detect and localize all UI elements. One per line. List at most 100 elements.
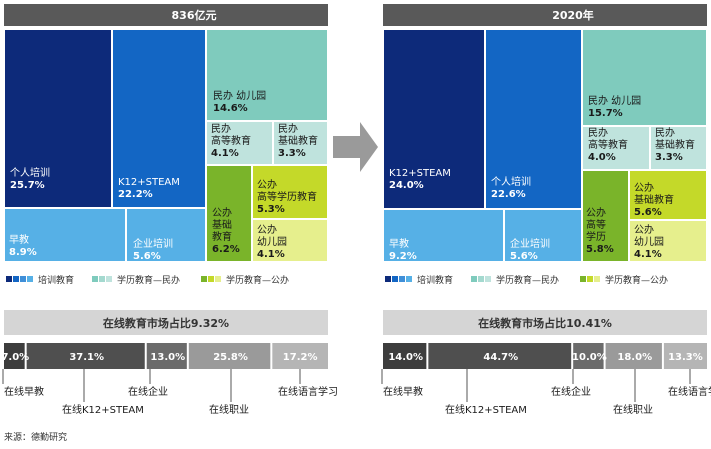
legend-label: 学历教育—民办 [117,274,180,286]
treemap-cell-value: 5.6% [634,207,662,218]
legend-swatch [6,276,12,282]
legend-swatch [27,276,33,282]
online-segment-bar [4,343,25,369]
panel-title: 2020年 [552,8,594,22]
treemap-cell-value: 24.0% [389,180,424,191]
online-segment-value: 7.0% [1,352,29,363]
treemap-cell-label: 公办幼儿园 [634,223,664,248]
online-segment-label: 在线K12+STEAM [445,403,527,416]
treemap-cell-label: 民办基础教育 [655,126,695,151]
treemap-cell [505,210,581,261]
treemap-cell-value: 6.2% [212,244,240,255]
legend-swatch [392,276,398,282]
treemap-cell-value: 5.6% [510,251,538,262]
legend-swatch [594,276,600,282]
treemap-cell-label: 公办高等学历教育 [257,178,317,203]
treemap-cell-value: 22.2% [118,189,153,200]
treemap-cell-label: 民办 幼儿园 [213,89,266,102]
treemap-cell-value: 4.0% [588,152,616,163]
online-segment-label: 在线K12+STEAM [62,403,144,416]
treemap-cell-label: 民办高等教育 [211,122,251,147]
treemap-cell-label: 公办高等学历 [586,206,606,243]
treemap-cell-value: 22.6% [491,189,526,200]
treemap-cell-value: 15.7% [588,108,623,119]
legend-swatch [485,276,491,282]
treemap-cell-value: 4.1% [257,249,285,260]
legend-swatch [215,276,221,282]
online-segment-value: 37.1% [69,352,104,363]
treemap-cell-label: 民办基础教育 [278,122,318,147]
panel-header-bar [4,4,328,26]
online-segment-value: 25.8% [213,352,248,363]
treemap-cell-value: 25.7% [10,180,45,191]
online-segment-value: 17.2% [283,352,318,363]
transition-arrow [333,122,378,172]
legend-swatch [106,276,112,282]
treemap-cell [127,209,205,261]
online-segment-value: 13.0% [150,352,185,363]
legend-label: 培训教育 [38,274,74,286]
treemap-cell [253,220,327,261]
legend-swatch [385,276,391,282]
treemap-cell-value: 5.8% [586,244,614,255]
online-segment-label: 在线企业 [551,385,591,398]
treemap-cell-label: 早教 [9,233,29,246]
treemap-cell-value: 5.3% [257,204,285,215]
online-segment-bar [663,343,707,369]
online-segment-bar [428,343,572,369]
online-segment-label: 在线语言学习 [278,385,338,398]
treemap-cell [207,30,327,120]
treemap-cell-value: 5.6% [133,251,161,262]
legend-label: 学历教育—公办 [226,274,289,286]
treemap-cell-label: 民办 幼儿园 [588,94,641,107]
treemap-cell [5,30,111,207]
treemap-cell-value: 4.1% [634,249,662,260]
treemap-cell-label: 早教 [389,237,409,250]
online-segment-bar [146,343,187,369]
treemap-cell-label: 民办高等教育 [588,126,628,151]
legend-swatch [201,276,207,282]
treemap-cell-value: 4.1% [211,148,239,159]
legend-swatch [587,276,593,282]
online-segment-value: 18.0% [617,352,652,363]
treemap-cell [630,221,706,261]
treemap-cell-label: 公办幼儿园 [257,223,287,248]
online-segment-value: 14.0% [388,352,423,363]
online-segment-bar [605,343,662,369]
legend-label: 培训教育 [417,274,453,286]
online-segment-label: 在线早教 [4,385,44,398]
legend-swatch [13,276,19,282]
treemap-cell-label: 企业培训 [133,237,173,250]
legend-swatch [208,276,214,282]
treemap-cell-label: K12+STEAM [389,168,451,179]
online-segment-value: 10.0% [572,352,607,363]
online-segment-bar [26,343,145,369]
treemap-cell-value: 3.3% [278,148,306,159]
treemap-cell-value: 14.6% [213,103,248,114]
treemap-cell-label: 个人培训 [10,166,50,179]
legend-swatch [399,276,405,282]
legend-swatch [406,276,412,282]
treemap-cell [5,209,125,261]
legend-swatch [471,276,477,282]
treemap-cell-label: 公办基础教育 [634,181,674,206]
online-segment-bar [272,343,328,369]
treemap-cell [384,210,503,261]
online-segment-label: 在线企业 [128,385,168,398]
treemap-cell-label: 个人培训 [491,175,531,188]
treemap-cell [207,166,251,261]
treemap-cell-label: K12+STEAM [118,177,180,188]
online-segment-bar [573,343,604,369]
treemap-cell-value: 9.2% [389,251,417,262]
online-segment-label: 在线职业 [209,403,249,416]
treemap-cell-label: 公办基础教育 [212,206,232,243]
online-market-band [383,310,707,335]
treemap-cell [486,30,581,208]
treemap-cell-value: 8.9% [9,247,37,258]
treemap-cell [583,30,706,125]
legend-swatch [478,276,484,282]
online-segment-value: 44.7% [483,352,518,363]
online-segment-label: 在线语言学习 [668,385,711,398]
treemap-cell [630,171,706,219]
